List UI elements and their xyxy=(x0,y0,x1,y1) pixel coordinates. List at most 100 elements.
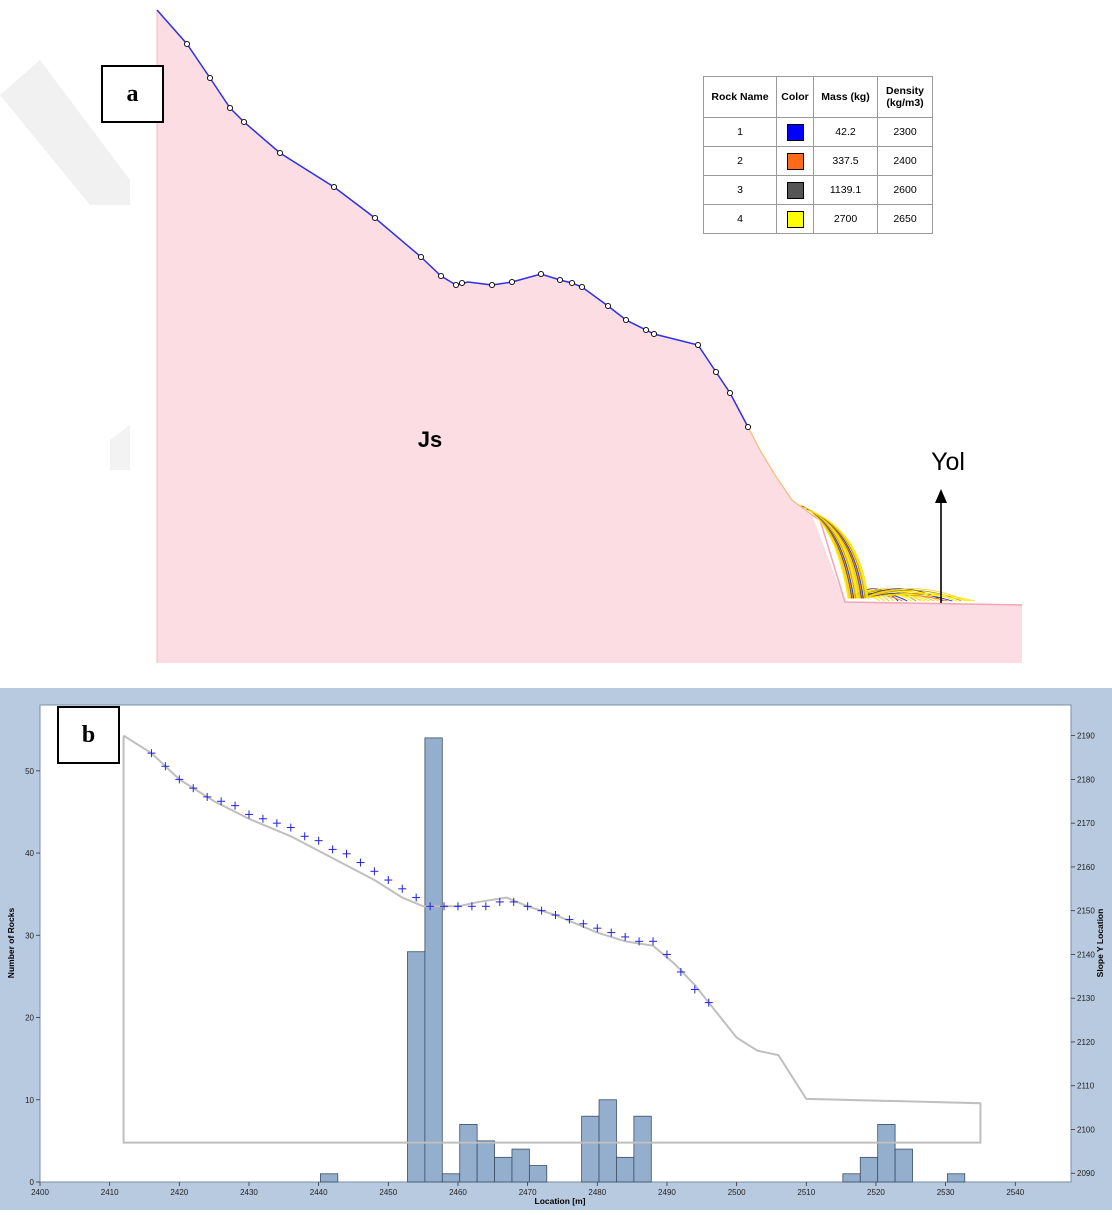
impact-marker xyxy=(217,797,226,806)
slope-vertices xyxy=(183,40,752,431)
impact-marker xyxy=(300,832,309,841)
panel-label-b: b xyxy=(57,706,120,764)
legend-mass: 2700 xyxy=(813,204,878,234)
y-tick-label: 30 xyxy=(25,931,34,940)
slope-vertex xyxy=(508,278,516,286)
y2-tick-label: 2180 xyxy=(1077,775,1095,784)
impact-marker xyxy=(370,867,379,876)
legend-rock-name: 2 xyxy=(703,146,777,176)
impact-marker xyxy=(398,884,407,893)
rockfall-section-svg: Yol Js xyxy=(0,9,1023,663)
legend-header-mass: Mass (kg) xyxy=(813,76,878,118)
legend-rock-name: 1 xyxy=(703,117,777,147)
road-arrow-head-icon xyxy=(935,489,947,503)
slope-vertex xyxy=(183,40,191,48)
legend-color-cell xyxy=(776,204,814,234)
impact-marker xyxy=(649,937,658,946)
slope-bench-edge xyxy=(811,514,1023,606)
impact-marker xyxy=(523,902,532,911)
histogram-bar xyxy=(476,1140,495,1183)
impact-marker xyxy=(565,915,574,924)
legend-density: 2400 xyxy=(877,146,933,176)
impact-marker xyxy=(384,876,393,885)
x-tick-label: 2490 xyxy=(658,1188,676,1197)
histogram-chart-svg: 2400 2410 2420 2430 2440 2450 2460 2470 2480 2490… xyxy=(0,688,1112,1210)
y2-tick-label: 2190 xyxy=(1077,732,1095,741)
rock-trajectories xyxy=(799,504,976,602)
impact-marker xyxy=(189,784,198,793)
y2-tick-label: 2150 xyxy=(1077,907,1095,916)
legend-color-swatch xyxy=(786,123,804,141)
impact-marker xyxy=(453,902,462,911)
slope-vertex xyxy=(622,316,630,324)
histogram-bar xyxy=(528,1165,548,1183)
histogram-bar xyxy=(894,1148,913,1183)
legend-header-row: Rock Name Color Mass (kg) Density (kg/m3… xyxy=(703,76,933,118)
x-tick-label: 2530 xyxy=(937,1188,955,1197)
histogram-bar xyxy=(319,1173,339,1183)
impact-marker xyxy=(537,906,546,915)
panel-a-rockfall-section: Yol Js a Rock Name Color Mass (kg) Densi… xyxy=(0,9,1023,663)
legend-body: 1 42.2 2300 2 337.5 2400 3 1139.1 2600 4 2700 2650 xyxy=(703,117,933,234)
formation-label: Js xyxy=(418,427,442,452)
slope-vertex xyxy=(604,302,612,310)
slope-vertex xyxy=(437,272,445,280)
x-axis-title: Location [m] xyxy=(535,1196,586,1206)
slope-vertex xyxy=(694,341,702,349)
impact-marker xyxy=(244,810,253,819)
slope-vertex xyxy=(276,149,284,157)
y-tick-label: 40 xyxy=(25,849,34,858)
legend-color-cell xyxy=(776,117,814,147)
impact-marker xyxy=(272,819,281,828)
slope-body xyxy=(157,10,1022,663)
legend-mass: 42.2 xyxy=(813,117,878,147)
x-tick-label: 2430 xyxy=(240,1188,258,1197)
histogram-bar xyxy=(598,1099,617,1183)
impact-marker xyxy=(495,897,504,906)
legend-density: 2600 xyxy=(877,175,933,205)
rock-trajectory xyxy=(809,510,976,602)
impact-marker xyxy=(147,749,156,758)
impact-marker xyxy=(704,998,713,1007)
impact-marker xyxy=(356,858,365,867)
impact-marker xyxy=(258,814,267,823)
slope-vertex xyxy=(240,118,248,126)
x-tick-label: 2510 xyxy=(797,1188,815,1197)
x-tick-label: 2540 xyxy=(1006,1188,1024,1197)
impact-marker xyxy=(426,902,435,911)
rock-legend-table: Rock Name Color Mass (kg) Density (kg/m3… xyxy=(703,76,933,234)
histogram-bar xyxy=(633,1115,652,1183)
slope-vertex xyxy=(578,283,586,291)
y-axis-title: Number of Rocks xyxy=(6,908,16,979)
impact-marker xyxy=(690,985,699,994)
slope-vertex xyxy=(458,279,466,287)
legend-mass: 337.5 xyxy=(813,146,878,176)
slope-vertex xyxy=(330,183,338,191)
histogram-bar xyxy=(877,1124,896,1183)
y-tick-label: 20 xyxy=(25,1014,34,1023)
histogram-bar xyxy=(494,1156,513,1183)
histogram-bar xyxy=(441,1173,461,1183)
panel-label-a: a xyxy=(101,65,164,123)
slope-vertex xyxy=(417,253,425,261)
impact-marker xyxy=(342,849,351,858)
x-tick-label: 2410 xyxy=(101,1188,119,1197)
impact-marker xyxy=(161,762,170,771)
road-label: Yol xyxy=(931,448,965,476)
y2-axis-title: Slope Y Location xyxy=(1095,909,1105,978)
impact-marker xyxy=(635,937,644,946)
slope-vertex xyxy=(226,104,234,112)
legend-mass: 1139.1 xyxy=(813,175,878,205)
y2-tick-label: 2160 xyxy=(1077,863,1095,872)
impact-marker xyxy=(328,845,337,854)
y2-tick-label: 2100 xyxy=(1077,1125,1095,1134)
legend-header-rock-name: Rock Name xyxy=(703,76,777,118)
impact-marker xyxy=(440,902,449,911)
legend-header-color: Color xyxy=(776,76,814,118)
impact-marker xyxy=(412,893,421,902)
legend-row: 1 42.2 2300 xyxy=(703,117,933,147)
plot-area xyxy=(39,704,1072,1183)
impact-marker xyxy=(481,902,490,911)
legend-rock-name: 4 xyxy=(703,204,777,234)
slope-vertex xyxy=(712,368,720,376)
